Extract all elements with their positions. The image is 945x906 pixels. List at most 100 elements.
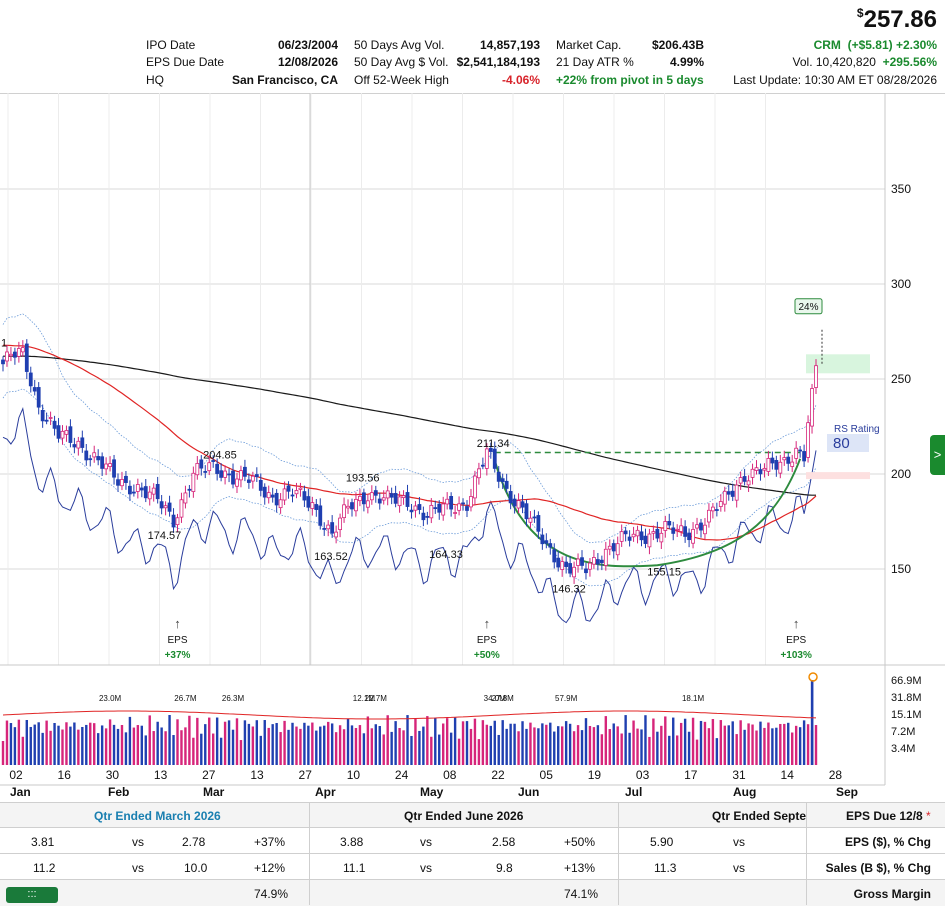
candle-body [568, 563, 573, 574]
candle-body [631, 533, 636, 538]
candle-body [814, 365, 818, 388]
volume-bar [747, 723, 750, 765]
grid-menu-button[interactable]: ::: [6, 887, 58, 903]
volume-bar [640, 729, 643, 765]
volume-bar [802, 720, 806, 765]
price-chart[interactable]: 24% 1 204.85 174.57 193.56 163.52 164.33 211.3… [0, 0, 945, 802]
candles [1, 339, 818, 584]
candle-body [405, 492, 410, 507]
volume-bar [89, 722, 92, 765]
candle-body [294, 490, 299, 495]
candle-body [623, 530, 628, 535]
candle-body [504, 480, 509, 489]
candle-body [580, 557, 584, 566]
candle-body [322, 528, 327, 530]
candle-body [175, 517, 180, 526]
volume-bar [731, 721, 734, 765]
candle-body [116, 479, 120, 486]
volume-bar [485, 724, 489, 765]
volume-label: 26.3M [222, 694, 245, 703]
chart-grid [0, 93, 945, 785]
volume-bar [683, 718, 687, 765]
candle-body [461, 502, 465, 505]
volume-value: Vol. 10,420,820 [792, 55, 876, 69]
volume-bar [497, 734, 500, 765]
candle-body [520, 501, 525, 508]
candle-body [548, 543, 553, 548]
sales-q1-vs: vs [132, 861, 144, 875]
volume-bar [814, 725, 818, 765]
hq-label: HQ [146, 73, 164, 87]
day-tick-label: 17 [684, 768, 698, 782]
volume-bar [644, 715, 647, 765]
candle-body [544, 540, 549, 544]
volume-bar [442, 723, 445, 765]
candle-body [199, 459, 204, 469]
candle-body [437, 503, 442, 513]
volume-bar [291, 722, 294, 765]
volume-bar [128, 716, 132, 765]
volume-bar [449, 732, 453, 765]
volume-tick-label: 3.4M [891, 743, 915, 755]
volume-bar [806, 724, 810, 765]
volume-bar [560, 726, 564, 765]
candle-body [473, 475, 477, 499]
candle-body [215, 463, 220, 474]
candle-body [540, 534, 545, 545]
day-tick-label: 19 [588, 768, 602, 782]
volume-bar [505, 728, 508, 765]
cup-base: 24% [493, 298, 870, 568]
price-tick-label: 250 [891, 372, 911, 386]
volume-bar [743, 729, 746, 765]
upper-band [2, 313, 817, 544]
expand-panel-tab[interactable]: > [930, 435, 945, 475]
margin-row: 74.9% 74.1% Gross Margin [0, 879, 945, 906]
volume-bar [568, 723, 572, 765]
volume-bar [96, 733, 100, 765]
candle-body [718, 501, 723, 507]
volume-bar [469, 728, 473, 765]
volume-bar [370, 728, 374, 765]
month-tick-label: May [420, 785, 444, 799]
candle-body [584, 568, 588, 574]
candle-body [286, 485, 291, 492]
price-label: 1 [1, 338, 7, 350]
volume-bar [691, 717, 695, 765]
volume-bar [576, 725, 580, 765]
volume-bar [513, 723, 516, 765]
ipo-date-value: 06/23/2004 [277, 38, 338, 52]
volume-tick-label: 66.9M [891, 675, 922, 687]
volume-bar [200, 733, 203, 765]
volume-bar [537, 728, 540, 765]
price-tick-label: 300 [891, 277, 911, 291]
candle-body [80, 437, 85, 448]
candle-body [108, 463, 112, 467]
volume-bar [608, 729, 611, 765]
volume-bar [5, 720, 9, 765]
candle-body [167, 502, 172, 512]
price-label: 204.85 [203, 450, 237, 462]
eps-q3-vs: vs [733, 835, 745, 849]
volume-bar [196, 717, 199, 765]
candle-body [171, 514, 176, 528]
volume-bar [378, 726, 381, 765]
candle-body [60, 430, 65, 439]
candle-body [369, 492, 374, 501]
volume-bar [374, 724, 377, 765]
candle-body [278, 499, 283, 509]
volume-bar [461, 721, 465, 765]
volume-bar [120, 725, 124, 765]
volume-bar [779, 723, 782, 765]
candle-body [730, 490, 735, 497]
candle-body [790, 461, 795, 467]
ticker-change: CRM (+$5.81) +2.30% [814, 38, 937, 52]
volume-bar [604, 716, 608, 765]
price-change-pct: +2.30% [895, 38, 937, 52]
candle-body [338, 517, 342, 531]
volume-bar [414, 718, 417, 765]
candle-body [469, 496, 473, 508]
candle-body [92, 452, 97, 458]
volume-bar [172, 735, 175, 765]
volume-bar [299, 728, 302, 765]
candle-body [235, 478, 239, 487]
